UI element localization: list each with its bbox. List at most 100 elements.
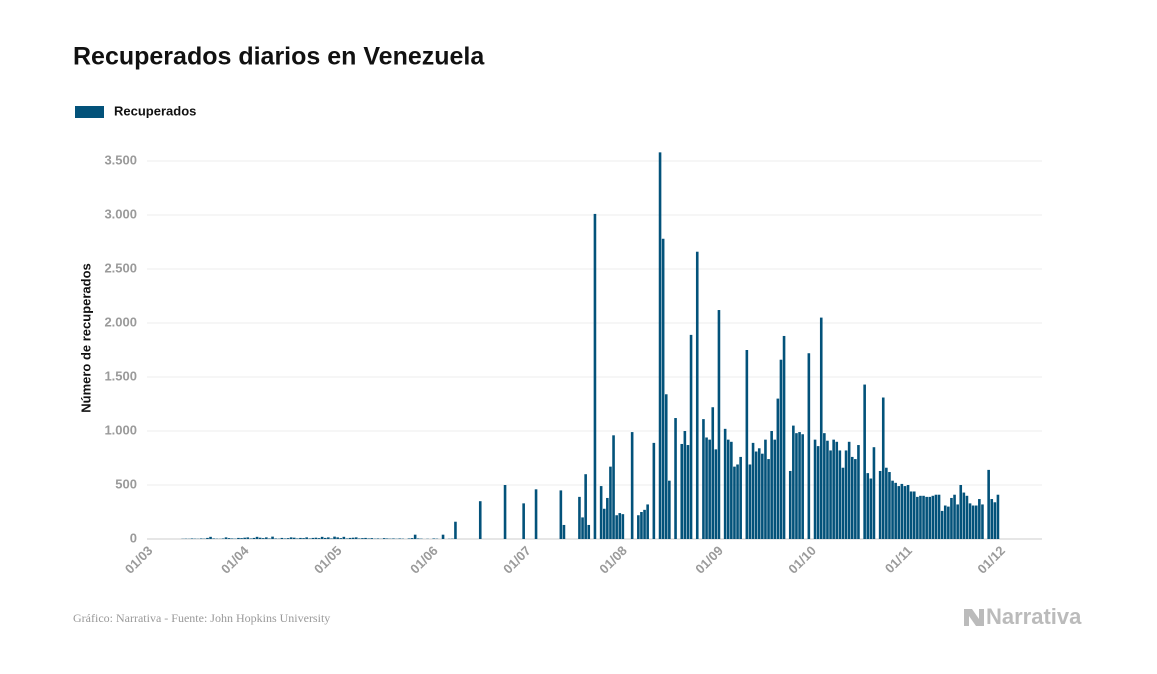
bar bbox=[230, 538, 234, 539]
bar bbox=[748, 464, 752, 539]
bar bbox=[317, 538, 321, 539]
bar bbox=[243, 537, 246, 539]
bar bbox=[441, 534, 445, 539]
y-tick-label: 2.500 bbox=[104, 260, 137, 275]
bar bbox=[296, 538, 299, 539]
bar bbox=[708, 439, 711, 539]
bar bbox=[606, 497, 609, 539]
bar bbox=[736, 464, 739, 539]
bar bbox=[646, 504, 649, 539]
bar bbox=[962, 492, 966, 539]
bar bbox=[792, 425, 795, 539]
source: Gráfico: Narrativa - Fuente: John Hopkin… bbox=[73, 611, 330, 625]
bar bbox=[354, 537, 358, 539]
bar bbox=[478, 501, 482, 539]
bar bbox=[640, 512, 643, 539]
bar bbox=[240, 538, 243, 539]
bar bbox=[361, 538, 364, 539]
bar bbox=[813, 439, 817, 539]
bar bbox=[850, 456, 854, 539]
bar bbox=[664, 394, 668, 539]
bar bbox=[364, 537, 367, 539]
bar bbox=[311, 537, 315, 539]
x-tick-label: 01/08 bbox=[596, 543, 630, 577]
bar bbox=[950, 497, 953, 539]
bar bbox=[912, 491, 916, 539]
bar bbox=[888, 472, 891, 539]
y-tick-label: 2.000 bbox=[104, 314, 137, 329]
bar bbox=[432, 538, 436, 539]
bar bbox=[410, 538, 414, 539]
bar bbox=[943, 505, 947, 539]
bar bbox=[900, 483, 904, 539]
bar bbox=[916, 496, 919, 539]
bar bbox=[903, 486, 907, 539]
bar bbox=[838, 450, 842, 539]
bar bbox=[299, 537, 302, 539]
bar bbox=[265, 537, 268, 539]
bar bbox=[934, 494, 938, 539]
x-tick-label: 01/09 bbox=[692, 543, 726, 577]
bar bbox=[668, 480, 671, 539]
bar bbox=[283, 538, 287, 539]
bar bbox=[339, 538, 343, 539]
bar bbox=[503, 485, 507, 539]
y-tick-label: 3.000 bbox=[104, 206, 137, 221]
x-tick-label: 01/06 bbox=[407, 543, 441, 577]
x-tick-label: 01/03 bbox=[122, 543, 156, 577]
bar bbox=[345, 538, 349, 539]
bar bbox=[212, 538, 215, 539]
x-tick-label: 01/11 bbox=[882, 543, 915, 576]
bar bbox=[221, 538, 225, 539]
bar bbox=[643, 509, 646, 539]
bar bbox=[674, 418, 677, 539]
bar bbox=[819, 317, 823, 539]
bar bbox=[978, 499, 981, 539]
bar bbox=[906, 485, 910, 539]
y-tick-label: 500 bbox=[115, 476, 137, 491]
bar bbox=[333, 536, 336, 539]
bar bbox=[940, 510, 944, 539]
bar bbox=[621, 514, 625, 539]
bar bbox=[959, 485, 963, 539]
bar bbox=[385, 538, 389, 539]
brand: Narrativa bbox=[986, 604, 1082, 629]
bar bbox=[602, 508, 606, 539]
bar bbox=[751, 442, 755, 539]
bar bbox=[754, 451, 758, 539]
bar bbox=[292, 537, 296, 539]
bar bbox=[909, 491, 913, 539]
bar bbox=[302, 538, 305, 539]
bar bbox=[376, 538, 380, 539]
bar bbox=[770, 431, 773, 539]
y-axis-label: Número de recuperados bbox=[78, 263, 93, 413]
bar bbox=[599, 486, 603, 539]
bar bbox=[615, 515, 618, 539]
bar bbox=[314, 537, 318, 539]
bar bbox=[581, 517, 584, 539]
bar bbox=[255, 536, 259, 539]
bar bbox=[323, 537, 327, 539]
bar bbox=[258, 537, 262, 539]
bar bbox=[584, 474, 587, 539]
bar bbox=[392, 538, 395, 539]
bar bbox=[637, 515, 640, 539]
bar bbox=[956, 504, 959, 539]
bar bbox=[209, 536, 212, 539]
bar bbox=[866, 473, 870, 539]
bar bbox=[841, 467, 845, 539]
bar bbox=[308, 538, 312, 539]
bar bbox=[522, 503, 525, 539]
bar bbox=[280, 537, 284, 539]
legend-label: Recuperados bbox=[114, 103, 196, 118]
bar bbox=[829, 450, 832, 539]
bar bbox=[190, 538, 194, 539]
bar bbox=[289, 537, 293, 539]
bar bbox=[305, 537, 308, 539]
bar bbox=[711, 407, 715, 539]
y-tick-label: 1.000 bbox=[104, 422, 137, 437]
bar bbox=[987, 469, 990, 539]
bar bbox=[562, 524, 566, 539]
bar bbox=[757, 448, 761, 539]
bar bbox=[733, 466, 736, 539]
